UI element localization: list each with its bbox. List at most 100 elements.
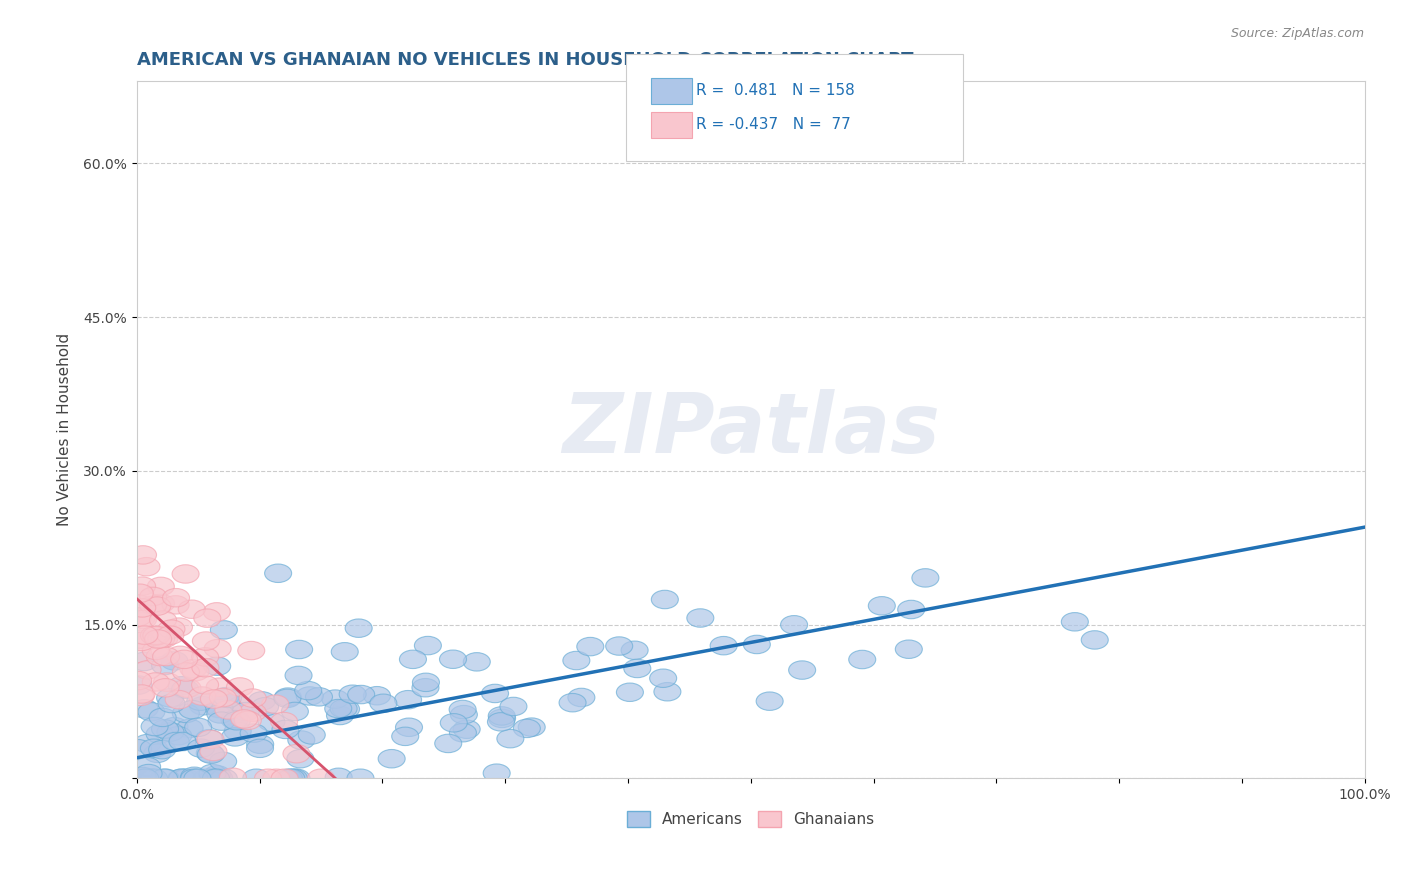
Ellipse shape xyxy=(160,652,188,670)
Ellipse shape xyxy=(138,703,165,721)
Text: AMERICAN VS GHANAIAN NO VEHICLES IN HOUSEHOLD CORRELATION CHART: AMERICAN VS GHANAIAN NO VEHICLES IN HOUS… xyxy=(136,51,914,69)
Text: R = -0.437   N =  77: R = -0.437 N = 77 xyxy=(696,118,851,132)
Ellipse shape xyxy=(204,765,231,784)
Ellipse shape xyxy=(270,713,298,731)
Ellipse shape xyxy=(274,688,301,706)
Ellipse shape xyxy=(200,742,226,761)
Ellipse shape xyxy=(125,607,152,626)
Ellipse shape xyxy=(127,687,155,706)
Ellipse shape xyxy=(128,632,155,650)
Ellipse shape xyxy=(181,767,208,786)
Ellipse shape xyxy=(152,720,179,739)
Ellipse shape xyxy=(194,609,221,627)
Ellipse shape xyxy=(141,769,167,788)
Ellipse shape xyxy=(576,638,603,656)
Ellipse shape xyxy=(191,648,219,666)
Ellipse shape xyxy=(287,749,314,768)
Ellipse shape xyxy=(650,669,676,688)
Ellipse shape xyxy=(184,769,211,788)
Ellipse shape xyxy=(128,577,156,595)
Ellipse shape xyxy=(616,683,644,701)
Ellipse shape xyxy=(246,735,274,754)
Ellipse shape xyxy=(146,725,173,743)
Ellipse shape xyxy=(209,689,236,706)
Ellipse shape xyxy=(129,546,156,564)
Ellipse shape xyxy=(449,700,477,719)
Ellipse shape xyxy=(239,703,266,722)
Ellipse shape xyxy=(180,659,207,678)
Ellipse shape xyxy=(127,584,153,602)
Ellipse shape xyxy=(131,626,157,644)
Ellipse shape xyxy=(322,690,349,708)
Ellipse shape xyxy=(176,719,202,738)
Ellipse shape xyxy=(142,627,169,645)
Ellipse shape xyxy=(262,695,288,714)
Ellipse shape xyxy=(172,680,198,698)
Ellipse shape xyxy=(197,744,224,763)
Ellipse shape xyxy=(173,704,200,723)
Ellipse shape xyxy=(125,644,152,663)
Ellipse shape xyxy=(128,685,155,703)
Legend: Americans, Ghanaians: Americans, Ghanaians xyxy=(621,805,880,833)
Ellipse shape xyxy=(169,676,195,695)
Ellipse shape xyxy=(415,636,441,655)
Ellipse shape xyxy=(146,648,173,665)
Ellipse shape xyxy=(163,589,190,607)
Ellipse shape xyxy=(308,769,335,788)
Ellipse shape xyxy=(129,610,156,629)
Ellipse shape xyxy=(399,650,426,669)
Ellipse shape xyxy=(166,690,193,709)
Ellipse shape xyxy=(263,769,290,788)
Ellipse shape xyxy=(238,641,264,660)
Ellipse shape xyxy=(138,769,166,788)
Ellipse shape xyxy=(173,769,200,788)
Ellipse shape xyxy=(131,699,157,718)
Ellipse shape xyxy=(191,675,218,694)
Ellipse shape xyxy=(744,635,770,654)
Ellipse shape xyxy=(129,767,156,786)
Ellipse shape xyxy=(208,712,235,731)
Ellipse shape xyxy=(519,718,546,737)
Ellipse shape xyxy=(496,730,524,747)
Ellipse shape xyxy=(240,724,267,742)
Ellipse shape xyxy=(169,732,195,751)
Ellipse shape xyxy=(501,698,527,715)
Ellipse shape xyxy=(162,732,190,751)
Ellipse shape xyxy=(254,769,281,788)
Ellipse shape xyxy=(172,565,200,583)
Ellipse shape xyxy=(142,641,169,660)
Ellipse shape xyxy=(194,769,221,788)
Ellipse shape xyxy=(378,749,405,768)
Text: ZIPatlas: ZIPatlas xyxy=(562,389,939,470)
Ellipse shape xyxy=(132,769,159,788)
Ellipse shape xyxy=(167,646,194,665)
Ellipse shape xyxy=(239,689,266,707)
Ellipse shape xyxy=(347,769,374,788)
Ellipse shape xyxy=(134,558,160,576)
Ellipse shape xyxy=(326,706,353,724)
Ellipse shape xyxy=(305,688,332,706)
Ellipse shape xyxy=(450,706,478,723)
Ellipse shape xyxy=(129,599,156,617)
Ellipse shape xyxy=(297,687,323,706)
Ellipse shape xyxy=(195,730,222,748)
Ellipse shape xyxy=(488,706,515,725)
Ellipse shape xyxy=(166,618,193,636)
Ellipse shape xyxy=(209,752,236,771)
Ellipse shape xyxy=(128,769,155,788)
Ellipse shape xyxy=(143,597,172,615)
Ellipse shape xyxy=(204,603,231,621)
Ellipse shape xyxy=(150,629,179,648)
Ellipse shape xyxy=(412,679,439,697)
Ellipse shape xyxy=(193,632,219,650)
Ellipse shape xyxy=(392,727,419,746)
Ellipse shape xyxy=(513,719,540,738)
Ellipse shape xyxy=(621,641,648,659)
Ellipse shape xyxy=(148,594,174,613)
Ellipse shape xyxy=(134,757,160,776)
Ellipse shape xyxy=(141,626,167,645)
Ellipse shape xyxy=(148,577,174,596)
Ellipse shape xyxy=(1081,631,1108,649)
Ellipse shape xyxy=(224,712,250,730)
Ellipse shape xyxy=(283,769,309,788)
